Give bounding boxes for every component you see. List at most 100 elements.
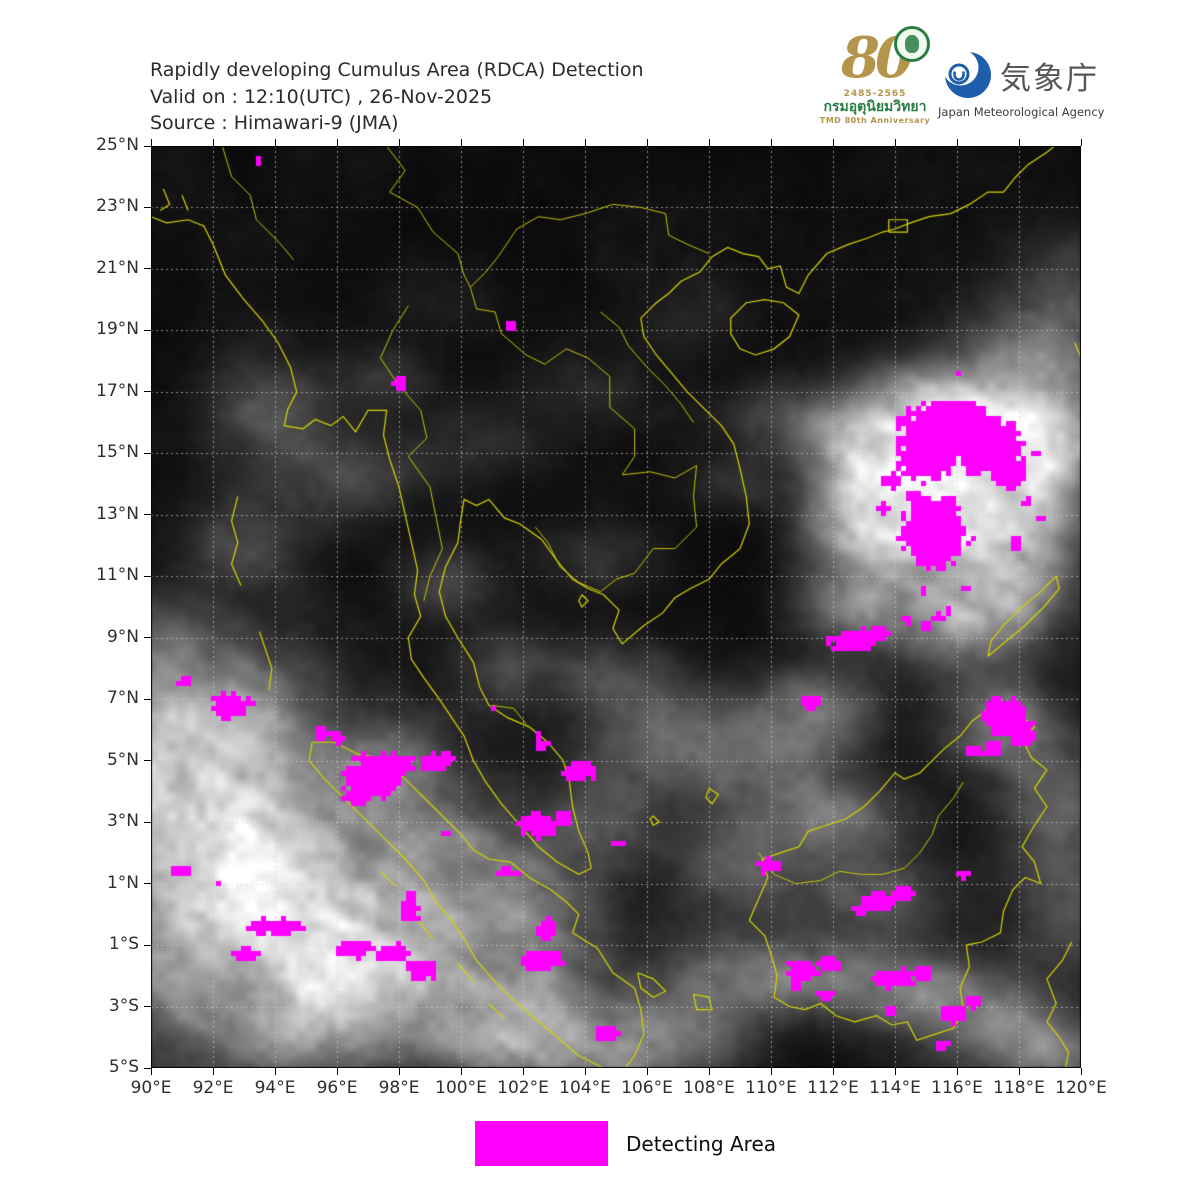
valid-time-text: Valid on : 12:10(UTC) , 26-Nov-2025	[150, 85, 493, 108]
tmd-thai-name: กรมอุตุนิยมวิทยา	[823, 99, 927, 115]
y-axis-label: 25°N	[96, 135, 139, 155]
y-axis-tick	[144, 329, 151, 331]
y-axis-label: 23°N	[96, 196, 139, 217]
map-area: 90°E 92°E 94°E 96°E 98°E 100°E 102°E 104°E 106°E…	[96, 135, 1107, 1098]
y-axis-label: 19°N	[96, 319, 139, 340]
x-axis-tick-top	[150, 139, 152, 146]
x-axis-label: 108°E	[683, 1078, 735, 1098]
legend-swatch	[475, 1121, 608, 1166]
x-axis-label: 112°E	[807, 1078, 859, 1098]
tmd-anniversary-text: TMD 80th Anniversary	[819, 116, 931, 125]
legend: Detecting Area	[475, 1121, 776, 1166]
y-axis-tick	[144, 514, 151, 516]
x-axis-tick	[1018, 1068, 1020, 1075]
y-axis-label: 1°N	[106, 872, 139, 893]
source-text: Source : Himawari-9 (JMA)	[150, 112, 399, 134]
tmd-80th-anniversary-logo: 80 2485-2565 กรมอุตุนิยมวิทยา TMD 80th A…	[810, 26, 940, 125]
x-axis-label: 102°E	[497, 1078, 549, 1098]
x-axis-tick-top	[708, 139, 710, 146]
y-axis-tick	[144, 1067, 151, 1069]
x-axis-tick-top	[956, 139, 958, 146]
x-axis-tick	[770, 1068, 772, 1075]
y-axis-label: 5°S	[108, 1057, 139, 1077]
x-axis-tick	[336, 1068, 338, 1075]
tmd-years-text: 2485-2565	[843, 89, 907, 99]
jma-crescent-icon	[942, 49, 991, 98]
satellite-map-canvas	[151, 146, 1081, 1068]
x-axis-label: 106°E	[621, 1078, 673, 1098]
tmd-80-mark: 80	[810, 26, 940, 88]
x-axis-tick	[584, 1068, 586, 1075]
y-axis-tick	[144, 637, 151, 639]
y-axis-label: 7°N	[106, 688, 139, 709]
x-axis-tick-top	[646, 139, 648, 146]
y-axis-tick	[144, 206, 151, 208]
jma-logo: 気象庁 Japan Meteorological Agency	[938, 48, 1105, 119]
x-axis-tick-top	[274, 139, 276, 146]
x-axis-tick	[646, 1068, 648, 1075]
y-axis-tick	[144, 821, 151, 823]
jma-name-japanese: 気象庁	[1000, 60, 1099, 97]
y-axis-tick	[144, 944, 151, 946]
y-axis-tick	[144, 1006, 151, 1008]
x-axis-label: 94°E	[254, 1078, 296, 1098]
y-axis-label: 9°N	[106, 626, 139, 647]
y-axis-label: 17°N	[96, 380, 139, 401]
x-axis-label: 110°E	[745, 1078, 797, 1098]
y-axis-label: 3°S	[108, 995, 139, 1016]
x-axis-tick	[274, 1068, 276, 1075]
x-axis-tick	[398, 1068, 400, 1075]
x-axis-tick	[460, 1068, 462, 1075]
y-axis-label: 11°N	[96, 565, 139, 586]
jma-logo-row: 気象庁	[938, 48, 1100, 102]
x-axis-label: 98°E	[378, 1078, 420, 1098]
x-axis-tick	[708, 1068, 710, 1075]
x-axis-tick-top	[398, 139, 400, 146]
x-axis-tick	[150, 1068, 152, 1075]
x-axis-label: 118°E	[993, 1078, 1045, 1098]
x-axis-tick-top	[894, 139, 896, 146]
x-axis-label: 90°E	[130, 1078, 172, 1098]
x-axis-tick-top	[522, 139, 524, 146]
y-axis-label: 5°N	[106, 749, 139, 770]
y-axis-tick	[144, 883, 151, 885]
x-axis-tick-top	[212, 139, 214, 146]
y-axis-label: 1°S	[108, 934, 139, 955]
x-axis-tick	[956, 1068, 958, 1075]
x-axis-tick-top	[460, 139, 462, 146]
x-axis-tick-top	[584, 139, 586, 146]
x-axis-tick-top	[1080, 139, 1082, 146]
y-axis-tick	[144, 268, 151, 270]
x-axis-tick	[212, 1068, 214, 1075]
x-axis-tick	[832, 1068, 834, 1075]
x-axis-label: 114°E	[869, 1078, 921, 1098]
x-axis-tick	[1080, 1068, 1082, 1075]
y-axis-label: 13°N	[96, 503, 139, 524]
y-axis-label: 3°N	[106, 811, 139, 832]
x-axis-tick	[894, 1068, 896, 1075]
x-axis-tick-top	[1018, 139, 1020, 146]
x-axis-label: 116°E	[931, 1078, 983, 1098]
y-axis-tick	[144, 698, 151, 700]
x-axis-label: 104°E	[559, 1078, 611, 1098]
x-axis-tick-top	[832, 139, 834, 146]
y-axis-label: 15°N	[96, 442, 139, 463]
y-axis-label: 21°N	[96, 257, 139, 278]
y-axis-tick	[144, 391, 151, 393]
x-axis-label: 120°E	[1055, 1078, 1107, 1098]
y-axis-tick	[144, 452, 151, 454]
x-axis-label: 92°E	[192, 1078, 234, 1098]
title-block: Rapidly developing Cumulus Area (RDCA) D…	[150, 57, 644, 137]
x-axis-tick-top	[770, 139, 772, 146]
jma-name-english: Japan Meteorological Agency	[938, 105, 1105, 119]
y-axis-tick	[144, 145, 151, 147]
tmd-emblem-icon	[894, 26, 930, 62]
legend-label: Detecting Area	[626, 1131, 776, 1156]
x-axis-tick	[522, 1068, 524, 1075]
page-title: Rapidly developing Cumulus Area (RDCA) D…	[150, 59, 644, 81]
x-axis-tick-top	[336, 139, 338, 146]
x-axis-label: 100°E	[435, 1078, 487, 1098]
y-axis-tick	[144, 760, 151, 762]
x-axis-label: 96°E	[316, 1078, 358, 1098]
